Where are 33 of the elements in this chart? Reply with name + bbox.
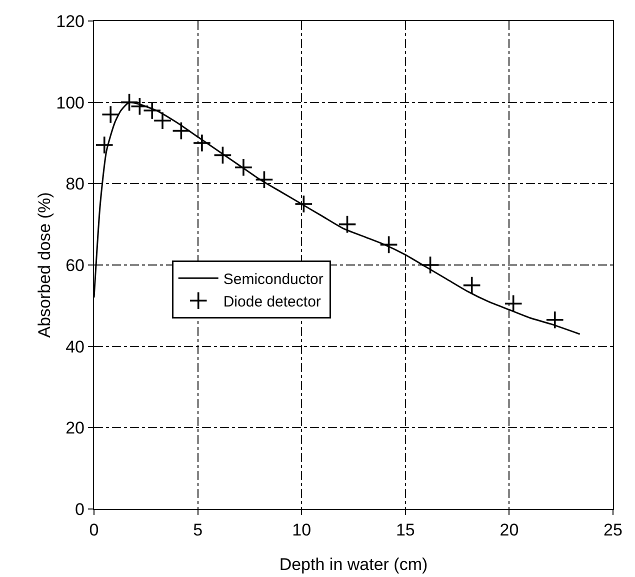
point [462,276,482,295]
point [101,105,120,124]
x-tick-label: 25 [604,520,622,540]
y-tick-label: 60 [66,256,84,275]
y-tick-label: 80 [66,174,84,194]
legend-label: Semiconductor [223,271,324,288]
point [294,194,313,214]
point [338,215,357,234]
point [254,170,274,189]
y-tick-label: 0 [75,500,84,519]
point [421,256,440,274]
y-axis-title: Absorbed dose (%) [34,192,54,338]
x-tick-label: 5 [193,520,203,540]
point [379,235,398,254]
x-tick-label: 0 [89,520,99,540]
x-tick-label: 15 [396,520,415,540]
point [546,310,564,330]
point [192,134,212,152]
point [234,158,253,177]
y-tick-label: 100 [56,93,84,112]
point [213,146,232,164]
x-axis-title: Depth in water (cm) [279,555,428,574]
point [172,122,190,140]
point [120,93,139,112]
legend-label: Diode detector [223,294,321,310]
y-tick-label: 20 [66,418,84,438]
point [130,97,149,116]
point [504,294,523,313]
x-tick-label: 20 [500,520,519,540]
point [95,136,114,154]
x-tick-label: 10 [292,520,312,540]
y-tick-label: 120 [56,12,84,31]
y-tick-label: 40 [66,337,84,356]
